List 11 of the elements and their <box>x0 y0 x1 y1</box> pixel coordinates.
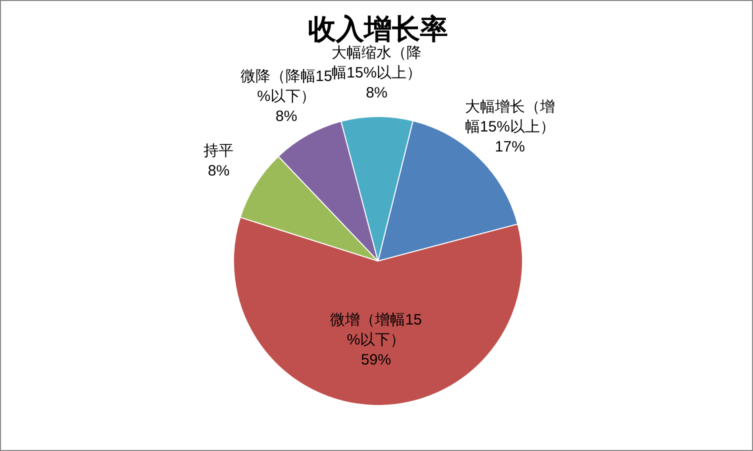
data-label: 8% <box>208 162 230 180</box>
data-label: 59% <box>361 352 392 369</box>
slice-label: 大幅缩水（降幅15%以上） <box>332 44 422 82</box>
slice-label: 持平 <box>204 142 234 160</box>
data-label: 17% <box>494 138 525 156</box>
chart-title: 收入增长率 <box>308 14 448 45</box>
data-label: 8% <box>366 84 388 102</box>
data-label: 8% <box>276 108 298 126</box>
slice-label: 微降（降幅15%以下） <box>240 68 332 106</box>
slice-label: 大幅增长（增幅15%以上） <box>464 98 555 136</box>
slice-label: 微增（增幅15%以下） <box>330 312 422 349</box>
